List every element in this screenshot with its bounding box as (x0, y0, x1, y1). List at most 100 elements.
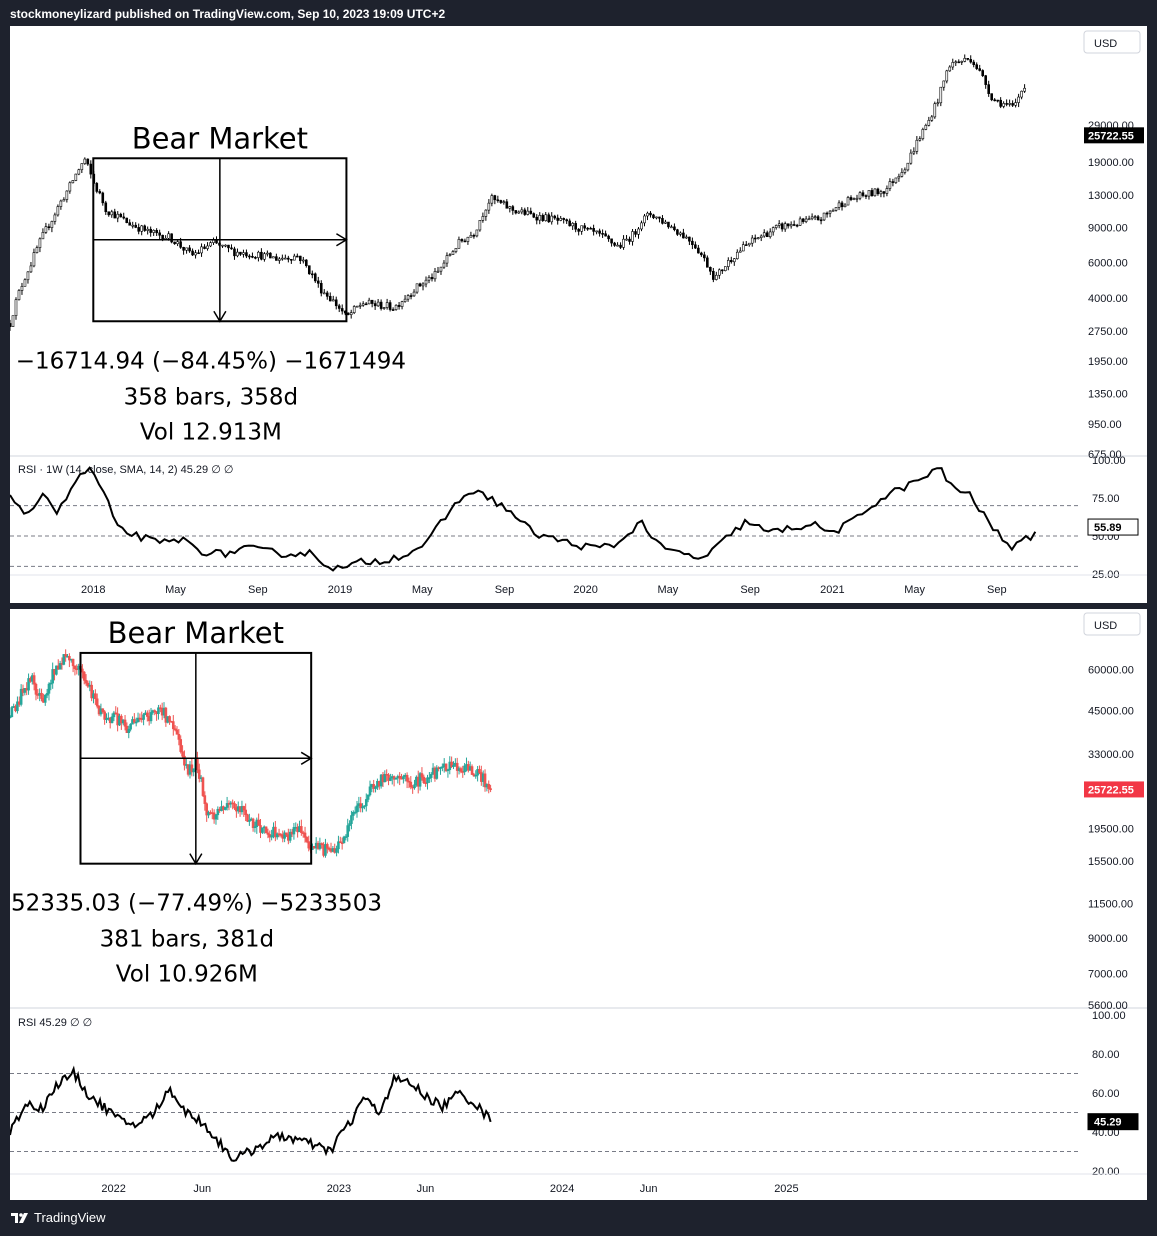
candle (245, 252, 248, 257)
rsi-line (10, 466, 1037, 572)
time-axis-tick-label: 2018 (81, 584, 105, 596)
bottom-chart-panel[interactable]: 80000.0060000.0045000.0033000.0019500.00… (10, 609, 1147, 1200)
top-chart-svg[interactable]: 29000.0019000.0013000.009000.006000.0040… (10, 26, 1147, 603)
candle (346, 312, 350, 315)
candle (32, 675, 36, 685)
rsi-current-badge (1087, 518, 1139, 536)
candle (637, 228, 640, 235)
candle (697, 247, 700, 254)
candle (103, 711, 106, 720)
candle (589, 227, 592, 230)
candle (236, 251, 239, 257)
candle (197, 769, 201, 779)
candle (487, 783, 491, 789)
price-axis-tick-label: 15500.00 (1088, 856, 1134, 868)
bottom-chart-svg[interactable]: 80000.0060000.0045000.0033000.0019500.00… (10, 609, 1147, 1200)
candle (177, 733, 181, 740)
candle (876, 188, 880, 195)
candle (490, 195, 494, 204)
candle (55, 665, 58, 675)
top-chart-panel[interactable]: 29000.00 19000.00 13000.00 9000.00 6000.00 40… (10, 26, 1147, 603)
candle (616, 244, 619, 247)
candle (200, 246, 203, 254)
candle (852, 198, 856, 200)
candle (120, 715, 123, 724)
candle (879, 191, 883, 195)
candle (188, 247, 191, 252)
candle (153, 710, 157, 712)
candle (179, 241, 182, 248)
candle (183, 755, 186, 766)
candle (777, 223, 781, 226)
candle (424, 782, 427, 784)
candle (168, 716, 171, 722)
candle (894, 177, 898, 183)
candle (780, 223, 784, 230)
price-axis-tick-label: 33000.00 (1088, 749, 1134, 761)
candle (233, 248, 236, 257)
candle (223, 807, 227, 810)
candle (319, 283, 323, 294)
candle (625, 238, 628, 241)
candle (246, 814, 249, 822)
candle (649, 212, 652, 216)
candle (11, 315, 15, 327)
candle (270, 835, 273, 838)
candle (906, 162, 910, 171)
candle (266, 252, 269, 255)
candle (939, 86, 943, 104)
candle (45, 693, 49, 696)
candle (307, 841, 311, 849)
candle (858, 192, 862, 199)
annotation-title: Bear Market (108, 616, 284, 650)
candle (407, 780, 411, 783)
time-axis-tick-label: May (657, 584, 678, 596)
candle (372, 784, 375, 789)
candle (450, 761, 453, 767)
candle (197, 252, 200, 255)
candle (816, 216, 820, 221)
price-axis-tick-label: 19000.00 (1088, 157, 1134, 169)
candle (966, 58, 970, 60)
candle (112, 712, 116, 718)
candle (455, 762, 459, 771)
candle (58, 663, 62, 670)
footer-brand[interactable]: TradingView (10, 1208, 106, 1228)
candle (508, 206, 512, 209)
rsi-line (10, 1065, 492, 1162)
candle (107, 211, 111, 216)
candle (454, 247, 458, 252)
candle (688, 236, 691, 242)
annotation-volume: Vol 12.913M (140, 419, 282, 445)
candle (420, 773, 424, 778)
price-axis-tick-label: 675.00 (1088, 449, 1122, 461)
candle (175, 729, 179, 735)
currency-button[interactable]: USD (1083, 612, 1141, 636)
candle (212, 239, 215, 243)
candle (334, 299, 338, 307)
candle (176, 241, 179, 245)
candle (325, 292, 329, 297)
candle (729, 260, 733, 263)
currency-button[interactable]: USD (1083, 30, 1141, 54)
candle (1011, 103, 1014, 106)
candle (489, 788, 492, 790)
candle (191, 250, 194, 256)
candle (945, 70, 949, 82)
measure-arrowhead-down (189, 853, 203, 866)
candle (310, 273, 314, 276)
candle (514, 210, 518, 214)
candle (538, 215, 542, 221)
candle (293, 255, 296, 261)
candle (307, 265, 311, 275)
candle (43, 694, 47, 703)
candle (355, 805, 359, 813)
bear-market-measure: Bear Market −16714.94 (−84.45%) −1671494 3… (16, 121, 406, 445)
candle (82, 671, 86, 681)
rsi-axis-tick-label: 20.00 (1092, 1166, 1120, 1178)
candle (68, 182, 72, 192)
candle (466, 236, 470, 242)
candle (762, 232, 766, 237)
candle (535, 216, 539, 221)
candle (190, 764, 194, 773)
